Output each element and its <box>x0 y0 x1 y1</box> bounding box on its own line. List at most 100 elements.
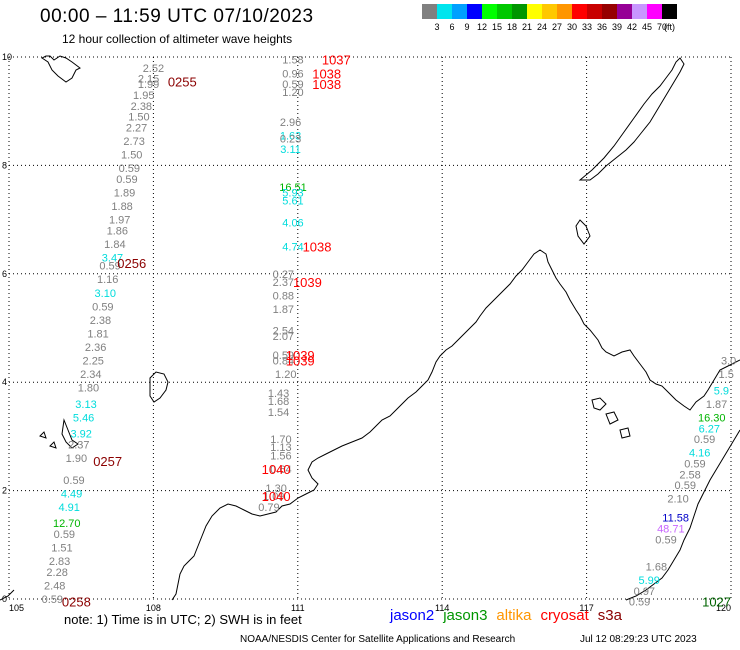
x-tick-label: 111 <box>291 603 305 613</box>
wave-height-value: 1.87 <box>706 399 727 411</box>
wave-height-value: 1.68 <box>268 396 289 408</box>
wave-height-value: 0.59 <box>675 480 696 492</box>
wave-height-value: 1.5 <box>719 369 734 381</box>
wave-height-value: 2.58 <box>679 469 700 481</box>
wave-height-value: 0.59 <box>116 174 137 186</box>
legend-tick-label: 33 <box>581 22 593 32</box>
wave-height-value: 0.59 <box>54 529 75 541</box>
color-scale-legend <box>422 4 677 19</box>
wave-height-value: 1.86 <box>107 225 128 237</box>
legend-swatch <box>542 4 557 19</box>
wave-height-value: 12.70 <box>53 518 81 530</box>
legend-swatch <box>467 4 482 19</box>
wave-height-value: 1.13 <box>270 442 291 454</box>
wave-height-value: 3.0 <box>721 356 736 368</box>
mission-label: jason3 <box>443 607 488 624</box>
x-tick-label: 120 <box>716 603 731 613</box>
mission-label: cryosat <box>540 607 589 624</box>
map-title: 00:00 – 11:59 UTC 07/10/2023 <box>40 6 314 27</box>
wave-height-value: 1.89 <box>114 188 135 200</box>
legend-tick-label: 39 <box>611 22 623 32</box>
mission-label: altika <box>496 607 532 624</box>
wave-height-value: 2.28 <box>46 567 67 579</box>
wave-height-value: 0.59 <box>273 350 294 362</box>
coast-malaya-peninsula <box>0 589 15 601</box>
wave-height-value: 5.99 <box>638 575 659 587</box>
legend-tick-label: 70 <box>656 22 668 32</box>
wave-height-value: 1.43 <box>268 388 289 400</box>
pass-time-label: 1038 <box>303 240 332 255</box>
legend-swatch <box>482 4 497 19</box>
legend-swatch <box>632 4 647 19</box>
wave-height-value: 2.37 <box>273 277 294 289</box>
wave-height-value: 1.70 <box>270 434 291 446</box>
coast-borneo <box>171 249 740 601</box>
pass-time-label: 0255 <box>168 74 197 89</box>
wave-height-value: 0.59 <box>629 597 650 609</box>
legend-swatch <box>662 4 677 19</box>
y-tick-label: 10 <box>2 52 12 62</box>
coast-sarawak-bay <box>575 219 591 245</box>
wave-height-value: 2.07 <box>273 331 294 343</box>
wave-height-value: 2.38 <box>90 315 111 327</box>
legend-tick-label: 3 <box>434 22 440 32</box>
wave-height-value: 3.13 <box>75 399 96 411</box>
coast-anambas-islands <box>39 418 79 449</box>
wave-height-value: 0.59 <box>92 301 113 313</box>
legend-tick-label: 21 <box>521 22 533 32</box>
wave-height-value: 1.88 <box>111 201 132 213</box>
pass-time-label: 1027 <box>702 595 731 610</box>
wave-height-value: 1.16 <box>97 274 118 286</box>
wave-height-value: 1.90 <box>66 453 87 465</box>
wave-height-value: 1.95 <box>133 90 154 102</box>
pass-time-label: 1039 <box>286 348 315 363</box>
wave-height-value: 2.38 <box>131 101 152 113</box>
wave-height-value: 2.52 <box>143 63 164 75</box>
wave-height-value: 3.92 <box>70 429 91 441</box>
legend-swatch <box>437 4 452 19</box>
wave-height-value: 0.97 <box>634 586 655 598</box>
wave-height-value: 2.10 <box>667 494 688 506</box>
wave-height-value: 1.63 <box>280 131 301 143</box>
wave-height-value: 1.68 <box>646 561 667 573</box>
wave-height-value: 3.47 <box>102 253 123 265</box>
pass-time-label: 1040 <box>262 489 291 504</box>
pass-time-label: 1038 <box>312 77 341 92</box>
wave-height-value: 0.59 <box>694 434 715 446</box>
wave-height-value: 16.30 <box>698 412 726 424</box>
legend-tick-label: 30 <box>566 22 578 32</box>
legend-swatch <box>557 4 572 19</box>
legend-swatch <box>422 4 437 19</box>
wave-height-value: 1.97 <box>109 215 130 227</box>
wave-height-value: 1.58 <box>282 55 303 67</box>
wave-height-value: 16.51 <box>279 182 307 194</box>
legend-tick-label: 6 <box>449 22 455 32</box>
x-tick-label: 114 <box>435 603 449 613</box>
wave-height-value: 0.59 <box>42 594 63 606</box>
pass-time-label: 1040 <box>262 462 291 477</box>
legend-swatch <box>587 4 602 19</box>
wave-height-value: 4.74 <box>282 242 303 254</box>
credit-line: NOAA/NESDIS Center for Satellite Applica… <box>240 634 516 645</box>
y-tick-label: 0 <box>2 594 7 604</box>
wave-height-value: 1.20 <box>282 87 303 99</box>
pass-time-label: 1039 <box>286 354 315 369</box>
x-tick-label: 108 <box>146 603 161 613</box>
wave-height-value: 2.15 <box>138 74 159 86</box>
x-tick-label: 117 <box>579 603 593 613</box>
wave-height-value: 1.54 <box>268 407 289 419</box>
wave-height-value: 11.58 <box>662 513 689 525</box>
wave-height-value: 5.9 <box>714 385 729 397</box>
wave-height-value: 0.84 <box>273 356 294 368</box>
wave-height-value: 2.83 <box>49 556 70 568</box>
wave-height-value: 4.91 <box>58 502 79 514</box>
wave-height-value: 3.11 <box>280 144 301 156</box>
wave-height-value: 2.36 <box>85 342 106 354</box>
wave-height-value: 1.56 <box>270 450 291 462</box>
wave-height-value: 0.23 <box>280 133 301 145</box>
wave-height-value: 1.50 <box>121 150 142 162</box>
wave-height-value: 2.96 <box>280 117 301 129</box>
legend-tick-label: 15 <box>491 22 503 32</box>
wave-height-value: 1.87 <box>273 304 294 316</box>
